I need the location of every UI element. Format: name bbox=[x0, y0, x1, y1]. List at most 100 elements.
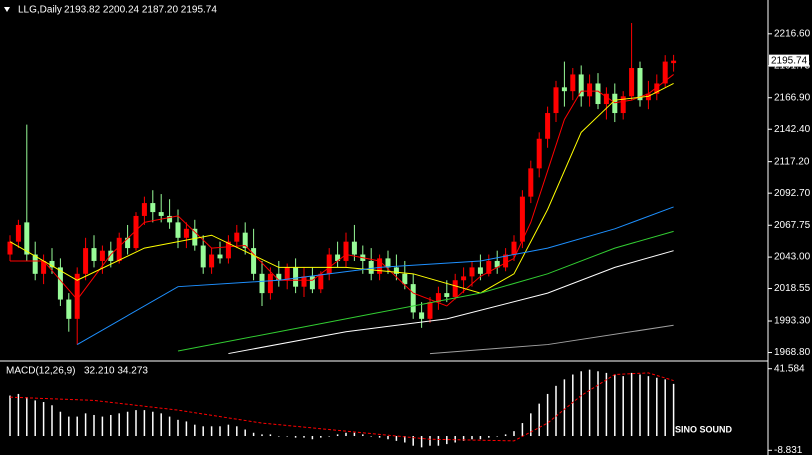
candle-body bbox=[595, 83, 601, 105]
candle-body bbox=[519, 196, 525, 242]
macd-bar bbox=[110, 414, 112, 437]
candle-body bbox=[536, 138, 542, 169]
candle-body bbox=[318, 273, 324, 290]
y-tick-label: 1968.80 bbox=[774, 347, 811, 358]
candle-body bbox=[393, 267, 399, 274]
y-tick-label: 2166.90 bbox=[774, 92, 811, 103]
macd-bar bbox=[404, 436, 406, 443]
candle-body bbox=[158, 212, 164, 216]
macd-bar bbox=[118, 413, 120, 437]
candle-body bbox=[209, 254, 215, 268]
candle-body bbox=[183, 228, 189, 238]
candle-body bbox=[343, 241, 349, 261]
macd-bar bbox=[605, 372, 608, 437]
candle-body bbox=[385, 258, 391, 268]
candle-body bbox=[637, 68, 643, 101]
macd-bar bbox=[336, 434, 339, 437]
macd-bar bbox=[51, 405, 53, 437]
macd-bar bbox=[395, 436, 398, 441]
candle-body bbox=[335, 254, 341, 261]
macd-bar bbox=[219, 426, 221, 437]
macd-bar bbox=[580, 371, 582, 437]
macd-bar bbox=[84, 413, 87, 437]
macd-bar bbox=[76, 416, 78, 437]
candle-body bbox=[578, 74, 584, 97]
candle-body bbox=[7, 241, 13, 255]
macd-bar bbox=[286, 436, 288, 437]
candle-body bbox=[251, 248, 257, 274]
macd-bar bbox=[521, 423, 524, 437]
candle-body bbox=[662, 61, 668, 84]
candle-body bbox=[15, 224, 21, 242]
macd-bar bbox=[353, 432, 356, 437]
candle-body bbox=[267, 273, 273, 294]
y-tick-label: 2067.75 bbox=[774, 220, 811, 231]
candle-body bbox=[629, 68, 635, 97]
candle-body bbox=[41, 260, 47, 274]
candle-body bbox=[309, 276, 315, 290]
macd-bar bbox=[630, 372, 633, 437]
y-tick-label: 2092.70 bbox=[774, 188, 811, 199]
candle-body bbox=[49, 260, 55, 268]
candle-body bbox=[24, 222, 30, 255]
candle-body bbox=[217, 254, 223, 259]
price-label: 2195.74 bbox=[771, 55, 808, 66]
macd-bar bbox=[236, 426, 238, 437]
candle-body bbox=[419, 312, 425, 319]
chart-title: LLG,Daily bbox=[18, 5, 62, 16]
candle-body bbox=[108, 250, 114, 261]
candle-body bbox=[242, 232, 248, 249]
candle-body bbox=[452, 280, 458, 297]
macd-bar bbox=[278, 436, 280, 437]
candle-body bbox=[234, 232, 240, 242]
candle-body bbox=[91, 248, 97, 261]
candle-body bbox=[561, 87, 567, 92]
macd-bar bbox=[303, 436, 305, 438]
macd-bar bbox=[378, 436, 381, 438]
y2-tick-label: 41.584 bbox=[774, 363, 805, 374]
candle-body bbox=[528, 168, 534, 197]
candle-body bbox=[192, 228, 198, 246]
ohlc-header: 2193.82 2200.24 2187.20 2195.74 bbox=[64, 5, 217, 16]
candle-body bbox=[494, 260, 500, 268]
candle-body bbox=[612, 93, 618, 114]
candle-body bbox=[326, 254, 332, 274]
y-tick-label: 2018.55 bbox=[774, 283, 811, 294]
macd-bar bbox=[555, 385, 557, 437]
macd-bar bbox=[194, 424, 196, 437]
macd-bar bbox=[17, 393, 20, 437]
price-box bbox=[769, 54, 809, 67]
macd-bar bbox=[93, 414, 95, 437]
macd-bar bbox=[26, 397, 28, 437]
candle-body bbox=[486, 260, 492, 274]
macd-bar bbox=[471, 436, 473, 440]
candle-body bbox=[225, 241, 231, 259]
candle-body bbox=[545, 113, 551, 139]
macd-bar bbox=[563, 379, 566, 437]
macd-bar bbox=[202, 426, 204, 437]
macd-bar bbox=[135, 410, 137, 437]
candle-body bbox=[133, 215, 139, 249]
macd-bar bbox=[614, 374, 616, 437]
moving-average bbox=[177, 230, 674, 352]
candle-body bbox=[57, 267, 63, 300]
candle-body bbox=[553, 87, 559, 114]
y2-tick-label: -8.831 bbox=[774, 445, 803, 455]
candle-body bbox=[141, 203, 147, 216]
candle-body bbox=[427, 302, 433, 319]
macd-bar bbox=[437, 436, 440, 446]
macd-bar bbox=[362, 434, 364, 437]
candle-body bbox=[671, 60, 677, 64]
macd-bar bbox=[588, 369, 591, 437]
moving-average bbox=[228, 250, 674, 355]
candle-body bbox=[150, 203, 156, 213]
candle-body bbox=[511, 241, 517, 255]
moving-average bbox=[10, 74, 674, 307]
candle-body bbox=[125, 237, 131, 249]
macd-bar bbox=[126, 411, 129, 437]
macd-bar bbox=[530, 413, 532, 437]
macd-bar bbox=[185, 421, 188, 437]
candle-body bbox=[116, 237, 122, 261]
